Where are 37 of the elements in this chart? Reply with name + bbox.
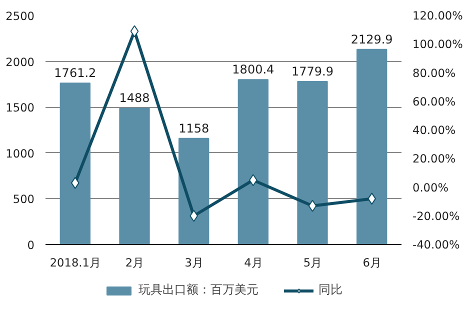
y2-tick-label: 0.00% (412, 180, 449, 194)
legend-label: 玩具出口额：百万美元 (138, 282, 258, 298)
y2-tick-label: 100.00% (412, 37, 464, 52)
bar (178, 138, 210, 244)
point (308, 200, 317, 212)
bar (60, 82, 90, 244)
y2-tick-label: 60.00% (412, 94, 456, 108)
x-tick-label: 2018.1月 (50, 256, 100, 270)
point (130, 25, 139, 38)
x-tick-label: 2月 (125, 256, 144, 270)
y-tick-label: 2000 (6, 54, 35, 69)
x-tick-label: 6月 (362, 256, 381, 270)
y-tick-label: 1000 (6, 146, 35, 160)
x-tick-label: 5月 (303, 256, 322, 270)
x-tick-label: 3月 (184, 256, 203, 270)
data-label: 2129.9 (350, 32, 393, 46)
x-tick-label: 4月 (244, 256, 262, 270)
y-tick-label: 1500 (6, 100, 35, 115)
data-label: 1779.9 (292, 64, 334, 78)
data-label: 1761.2 (54, 66, 96, 80)
y2-tick-label: 20.00% (412, 152, 456, 166)
bar (238, 79, 268, 244)
y2-tick-label: -20.00% (412, 208, 460, 223)
bar (356, 48, 388, 244)
data-label: 1158 (178, 121, 210, 136)
bar (119, 108, 150, 244)
y-tick-label: 2500 (6, 9, 35, 23)
y2-tick-label: 120.00% (412, 8, 464, 22)
data-label: 1800.4 (232, 62, 274, 77)
y2-tick-label: -40.00% (412, 238, 460, 252)
y2-tick-label: 80.00% (412, 66, 456, 80)
y-tick-label: 0 (27, 238, 35, 252)
bar (297, 80, 328, 244)
data-label: 1488 (119, 91, 150, 106)
legend-label: 同比 (318, 282, 342, 298)
y-tick-label: 500 (12, 192, 35, 206)
y2-tick-label: 40.00% (412, 123, 456, 137)
